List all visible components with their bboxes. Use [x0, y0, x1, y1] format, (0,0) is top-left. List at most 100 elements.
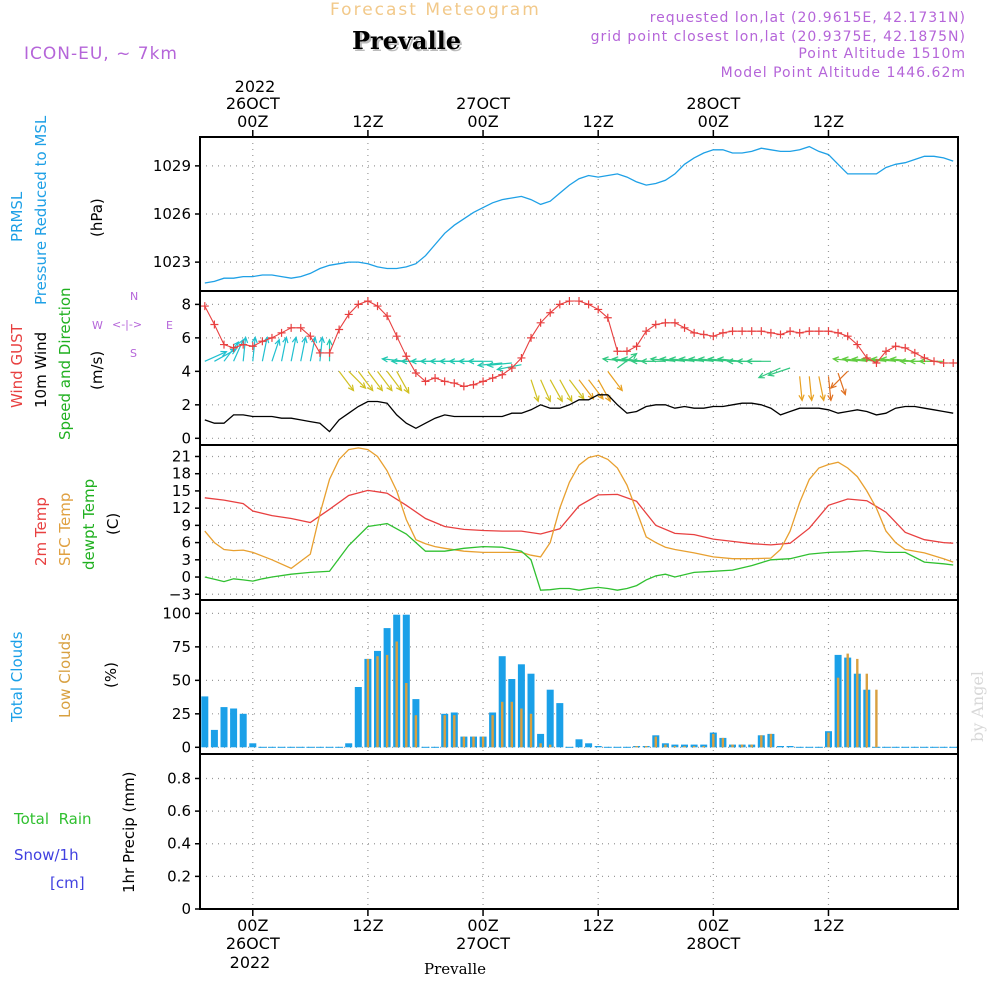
low-cloud-bar — [366, 658, 370, 748]
y-tick-label: 9 — [181, 516, 191, 534]
wind-arrow-head — [376, 384, 384, 392]
low-cloud-bar — [692, 746, 696, 748]
wind-arrow — [357, 370, 374, 391]
wind-arrow-head — [380, 356, 389, 363]
wind-arrow — [497, 364, 522, 371]
gust-marker — [843, 332, 852, 341]
wind-arrow — [338, 370, 355, 391]
wind-arrow-head — [827, 394, 834, 402]
low-cloud-bar — [740, 744, 744, 748]
wind-arrow-head — [220, 350, 228, 357]
low-cloud-bar — [769, 733, 773, 748]
wind-arrow — [597, 379, 611, 402]
gust-marker — [344, 310, 353, 319]
wind-arrow-head — [251, 335, 258, 344]
compass-s: S — [130, 347, 137, 360]
wind-arrow-head — [757, 372, 765, 379]
wind-arrow-head — [486, 361, 494, 368]
wind-arrow-head — [829, 382, 837, 390]
wind-arrow-head — [687, 356, 696, 363]
wind-arrow-head — [620, 356, 629, 363]
total-cloud-bar — [556, 703, 564, 748]
gust-line — [204, 300, 954, 387]
prmsl-line — [204, 145, 954, 284]
gust-marker — [219, 340, 228, 349]
y-tick-label: 0.4 — [167, 835, 191, 853]
top-date-label: 26OCT — [225, 94, 280, 113]
y-tick-label: −3 — [169, 585, 191, 603]
top-date-label: 27OCT — [456, 94, 510, 113]
wind-arrow-head — [347, 384, 355, 392]
gust-marker — [306, 332, 315, 341]
gust-marker — [642, 327, 651, 336]
gust-marker — [622, 347, 631, 356]
gust-marker — [363, 297, 372, 306]
y-tick-label: 50 — [172, 671, 191, 689]
wind-arrow — [588, 379, 604, 400]
low-cloud-bar — [405, 683, 408, 748]
wind-arrow — [578, 379, 594, 400]
wind-arrow-head — [428, 358, 436, 365]
top-hour-label: 00Z — [467, 112, 499, 131]
gust-marker — [901, 343, 910, 352]
y-tick-label: 25 — [172, 705, 191, 723]
wind-arrow-head — [716, 356, 724, 363]
wind-arrow — [808, 376, 813, 401]
wind-arrow-head — [668, 356, 677, 363]
gust-marker — [335, 325, 344, 334]
gust-marker — [411, 369, 420, 378]
wind-arrow-head — [767, 370, 775, 377]
wind-arrow-head — [735, 358, 743, 365]
compass-w: W — [92, 319, 103, 332]
bottom-hour-label: 00Z — [697, 916, 729, 935]
gust-marker — [450, 379, 459, 388]
gust-marker — [930, 357, 939, 366]
total-cloud-bar — [498, 656, 506, 748]
wind-arrow — [559, 379, 573, 402]
wind-arrow — [396, 371, 410, 394]
wind-arrow — [252, 337, 256, 362]
wind-arrow-head — [745, 358, 753, 365]
wind-arrow-head — [282, 335, 289, 344]
wind-arrow-head — [630, 358, 638, 365]
bottom-hour-label: 12Z — [582, 916, 614, 935]
low-cloud-bar — [549, 744, 552, 748]
y-tick-label: 15 — [172, 482, 191, 500]
wind-arrow — [768, 367, 791, 376]
meteogram-subtitle: Forecast Meteogram — [330, 0, 541, 20]
gust-marker — [814, 327, 823, 336]
gust-marker — [680, 323, 689, 332]
wind-arrow — [233, 339, 244, 362]
gust-marker — [920, 353, 929, 362]
total-cloud-bar — [671, 744, 679, 748]
gust-marker — [910, 348, 919, 357]
y-tick-label: 4 — [181, 362, 191, 380]
low-cloud-bar — [865, 673, 868, 748]
low-cloud-bar — [414, 715, 418, 748]
total-cloud-bar — [527, 673, 535, 748]
top-hour-label: 12Z — [582, 112, 614, 131]
gust-marker — [949, 358, 958, 367]
requested-coords: requested lon,lat (20.9615E, 42.1731N) — [649, 10, 966, 26]
wind-arrow — [348, 370, 366, 389]
footer-location: Prevalle — [424, 960, 487, 978]
wind-arrow-head — [545, 395, 551, 403]
gust-marker — [872, 358, 881, 367]
wind-arrow — [568, 379, 585, 400]
model-altitude: Model Point Altitude 1446.62m — [720, 65, 966, 81]
y-tick-label: 3 — [181, 551, 191, 569]
wind-arrow-head — [291, 335, 299, 344]
panel-frame-5 — [199, 753, 959, 910]
wind-arrow-head — [400, 358, 408, 365]
gust-marker — [766, 328, 775, 337]
y-tick-label: 1029 — [153, 157, 191, 175]
wind-arrow — [799, 376, 803, 401]
wind-arrow — [290, 337, 297, 362]
low-cloud-bar — [491, 715, 494, 748]
sfc-temp-line — [204, 447, 954, 570]
wind-arrow — [818, 376, 825, 401]
gust-marker — [824, 327, 833, 336]
total-cloud-bar — [786, 746, 794, 748]
gust-marker — [248, 342, 257, 351]
